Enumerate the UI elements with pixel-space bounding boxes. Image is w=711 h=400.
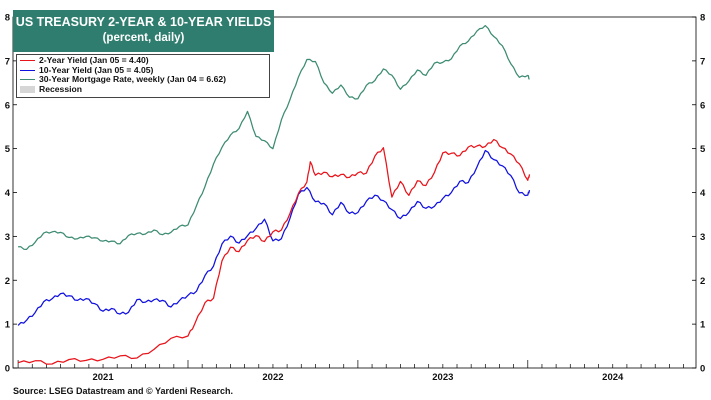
- y-tick-label-right: 0: [700, 364, 705, 375]
- y-tick-label-left: 0: [5, 364, 10, 375]
- x-tick-label: 2024: [602, 372, 624, 383]
- y-tick-label-left: 8: [5, 13, 10, 24]
- y-tick-label-left: 6: [5, 100, 10, 111]
- series-layer: [17, 24, 531, 365]
- y-tick-label-right: 3: [700, 232, 705, 243]
- chart-title: US TREASURY 2-YEAR & 10-YEAR YIELDS: [15, 15, 272, 29]
- legend-item-10yr: 10-Year Yield (Jan 05 = 4.05): [17, 64, 269, 76]
- legend-swatch: [20, 79, 35, 81]
- chart-subtitle: (percent, daily): [102, 32, 185, 44]
- legend-item-mortgage: 30-Year Mortgage Rate, weekly (Jan 04 = …: [17, 75, 269, 85]
- legend-label: Recession: [39, 83, 82, 94]
- y-tick-label-right: 7: [700, 56, 705, 67]
- chart-title-box: US TREASURY 2-YEAR & 10-YEAR YIELDS (per…: [13, 10, 274, 52]
- x-tick-label: 2022: [262, 372, 283, 383]
- y-tick-label-right: 2: [700, 276, 705, 287]
- source-note: Source: LSEG Datastream and © Yardeni Re…: [13, 386, 234, 396]
- y-tick-label-right: 6: [700, 100, 705, 111]
- series-line-0: [17, 138, 531, 365]
- y-tick-label-left: 4: [5, 188, 11, 199]
- y-tick-label-left: 5: [5, 144, 11, 155]
- legend: 2-Year Yield (Jan 05 = 4.40) 10-Year Yie…: [16, 54, 270, 98]
- x-tick-label: 2021: [92, 372, 114, 383]
- y-tick-label-right: 1: [700, 320, 706, 331]
- legend-swatch: [20, 60, 35, 62]
- y-tick-label-left: 3: [5, 232, 10, 243]
- y-tick-label-right: 4: [700, 188, 706, 199]
- legend-item-recession: Recession: [17, 83, 269, 95]
- y-tick-label-right: 5: [700, 144, 706, 155]
- y-tick-label-right: 8: [700, 13, 705, 24]
- series-line-2: [18, 24, 530, 251]
- legend-label: 30-Year Mortgage Rate, weekly (Jan 04 = …: [39, 74, 227, 85]
- legend-label: 2-Year Yield (Jan 05 = 4.40): [39, 55, 149, 65]
- legend-item-2yr: 2-Year Yield (Jan 05 = 4.40): [17, 55, 269, 66]
- y-tick-label-left: 2: [5, 276, 10, 287]
- series-line-1: [17, 149, 531, 326]
- y-tick-label-left: 7: [5, 56, 10, 67]
- x-tick-label: 2023: [432, 372, 453, 383]
- legend-swatch: [20, 69, 35, 71]
- legend-swatch: [20, 86, 35, 94]
- legend-label: 10-Year Yield (Jan 05 = 4.05): [39, 64, 154, 75]
- y-tick-label-left: 1: [5, 320, 11, 331]
